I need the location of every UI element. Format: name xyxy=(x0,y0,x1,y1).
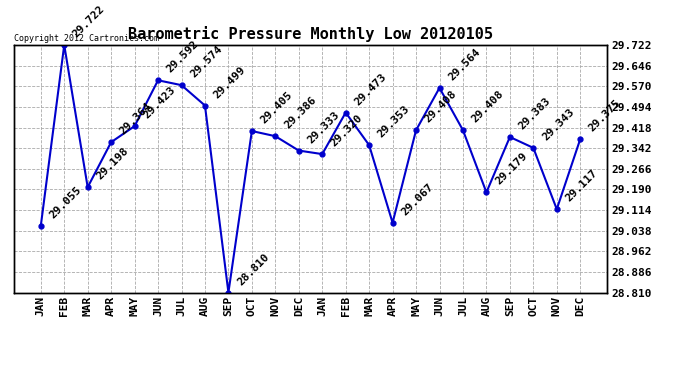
Text: 29.117: 29.117 xyxy=(564,168,600,204)
Text: 29.343: 29.343 xyxy=(540,106,576,142)
Text: 29.375: 29.375 xyxy=(587,98,623,134)
Text: 29.067: 29.067 xyxy=(400,182,435,217)
Text: 29.364: 29.364 xyxy=(118,101,154,136)
Text: 29.055: 29.055 xyxy=(48,185,83,220)
Text: 29.333: 29.333 xyxy=(306,109,342,145)
Text: 29.722: 29.722 xyxy=(71,4,107,39)
Text: 29.383: 29.383 xyxy=(517,96,553,132)
Text: 29.179: 29.179 xyxy=(493,151,529,187)
Text: 29.473: 29.473 xyxy=(353,71,388,107)
Text: 29.405: 29.405 xyxy=(259,90,295,126)
Text: 29.564: 29.564 xyxy=(446,46,482,82)
Text: 29.592: 29.592 xyxy=(165,39,201,75)
Text: 28.810: 28.810 xyxy=(235,251,271,287)
Text: 29.320: 29.320 xyxy=(329,113,365,148)
Text: Copyright 2012 Cartronics.com: Copyright 2012 Cartronics.com xyxy=(14,33,159,42)
Text: 29.499: 29.499 xyxy=(212,64,248,100)
Text: 29.574: 29.574 xyxy=(188,44,224,80)
Text: 29.198: 29.198 xyxy=(95,146,130,182)
Text: 29.408: 29.408 xyxy=(423,89,459,125)
Text: 29.423: 29.423 xyxy=(141,85,177,121)
Text: 29.353: 29.353 xyxy=(376,104,412,140)
Title: Barometric Pressure Monthly Low 20120105: Barometric Pressure Monthly Low 20120105 xyxy=(128,27,493,42)
Text: 29.408: 29.408 xyxy=(470,89,506,125)
Text: 29.386: 29.386 xyxy=(282,95,318,130)
